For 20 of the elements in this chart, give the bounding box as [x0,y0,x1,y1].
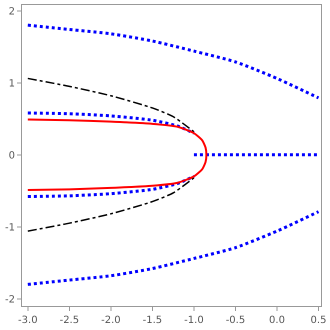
y-tick-label: 0 [8,150,15,162]
x-tick-label: -1.0 [184,315,204,326]
line-series [26,112,196,135]
x-tick-label: -2.5 [60,315,80,326]
line-series [26,210,320,286]
y-tick-label: 1 [8,78,15,90]
y-tick-label: -1 [5,222,15,234]
line-series [27,78,195,132]
x-tick-label: 0.5 [310,315,326,326]
x-tick-label: -3.0 [18,315,38,326]
line-series [27,177,195,232]
y-tick-label: -2 [5,294,15,306]
line-series [26,24,320,100]
x-tick-label: -2.0 [101,315,121,326]
x-tick-label: -0.5 [226,315,246,326]
x-tick-label: 0.0 [269,315,285,326]
x-tick-label: -1.5 [142,315,162,326]
y-tick-label: 2 [8,6,15,18]
line-series [26,118,208,192]
line-series [26,174,196,198]
